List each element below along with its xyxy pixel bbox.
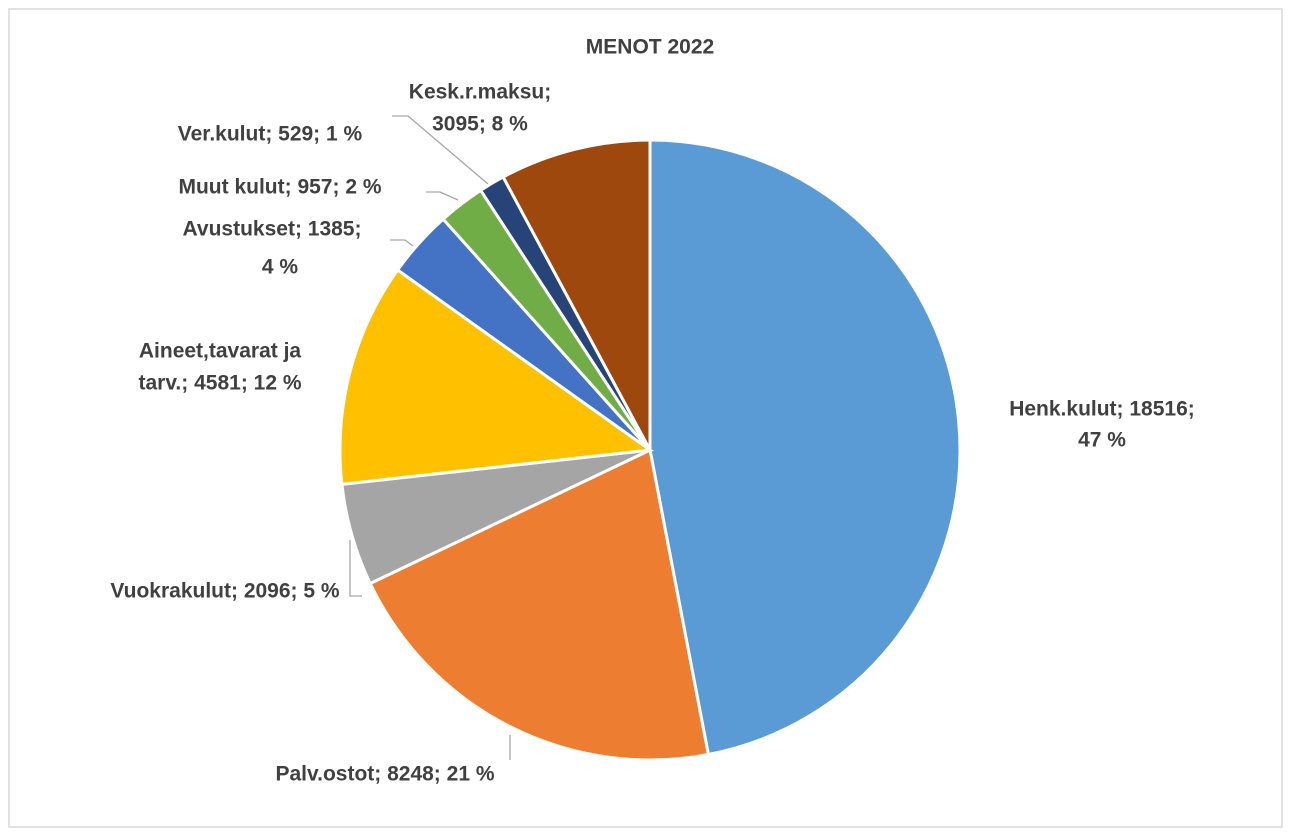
data-label: tarv.; 4581; 12 %	[138, 372, 301, 395]
pie-slice	[368, 447, 711, 762]
data-label: 47 %	[1078, 429, 1126, 452]
data-label: Muut kulut; 957; 2 %	[178, 176, 381, 199]
leader-line	[390, 239, 414, 247]
data-label: Henk.kulut; 18516;	[1009, 398, 1195, 421]
pie-slice	[501, 138, 652, 451]
data-label: Aineet,tavarat ja	[139, 340, 302, 363]
data-label: Avustukset; 1385;	[183, 218, 362, 241]
data-label: 3095; 8 %	[432, 113, 528, 136]
leader-line	[426, 191, 459, 201]
leader-lines	[349, 115, 511, 760]
data-label: Palv.ostot; 8248; 21 %	[275, 763, 494, 786]
data-label: Kesk.r.maksu;	[409, 81, 551, 104]
leader-line	[349, 540, 362, 597]
leader-line	[392, 115, 489, 185]
data-label: Vuokrakulut; 2096; 5 %	[110, 580, 339, 603]
pie-slice	[648, 138, 962, 757]
chart-title: MENOT 2022	[586, 36, 714, 59]
data-label: 4 %	[262, 256, 299, 279]
pie-slice	[338, 267, 655, 486]
data-label: Ver.kulut; 529; 1 %	[178, 123, 363, 146]
